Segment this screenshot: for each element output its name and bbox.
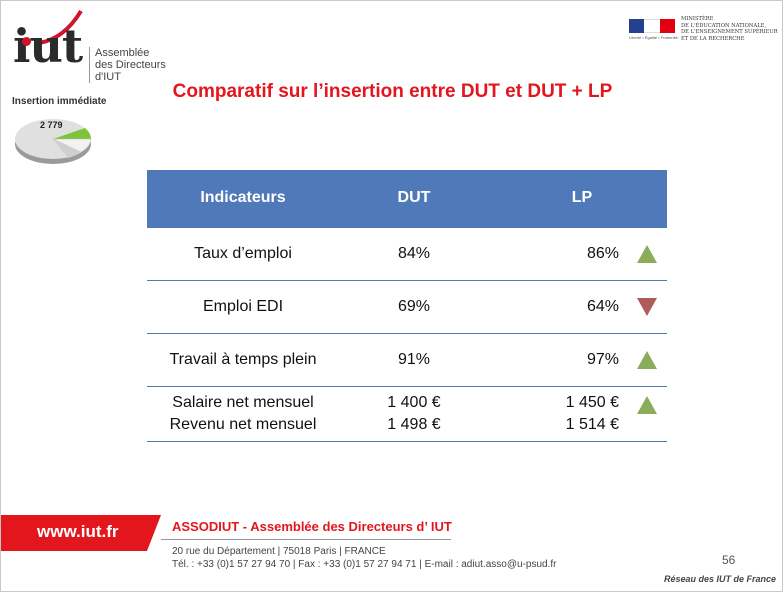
contact-line: Tél. : +33 (0)1 57 27 94 70 | Fax : +33 … [172, 559, 557, 570]
network-tagline: Réseau des IUT de France [664, 574, 777, 584]
iut-logo: iut Assemblée des Directeurs d'IUT [9, 9, 179, 89]
logo-name-line: d'IUT [95, 71, 121, 83]
url-band-shape [1, 515, 161, 551]
table-header: Indicateurs DUT LP [147, 170, 667, 225]
lp-salaire: 1 450 € [565, 394, 619, 411]
logo-swoosh-icon [38, 9, 83, 45]
insertion-label: Insertion immédiate [12, 96, 107, 107]
cell-lp: 97% [586, 351, 619, 368]
footer-divider [161, 539, 451, 540]
ministry-logo: Liberté • Égalité • Fraternité MINISTÈRE… [629, 16, 779, 49]
cell-indicator: Salaire net mensuel Revenu net mensuel [147, 392, 339, 436]
cell-lp: 86% [586, 245, 619, 262]
address-line: 20 rue du Département | 75018 Paris | FR… [172, 546, 386, 557]
down-arrow-icon [637, 298, 657, 316]
insertion-value: 2 779 [40, 120, 63, 130]
website-link[interactable]: www.iut.fr [37, 522, 119, 541]
french-flag-icon: Liberté • Égalité • Fraternité [629, 19, 678, 41]
indicator-revenu: Revenu net mensuel [169, 416, 317, 433]
ministry-text: MINISTÈRE DE L'ÉDUCATION NATIONALE, DE L… [681, 16, 778, 42]
comparison-table: Indicateurs DUT LP Taux d’emploi 84% 86%… [147, 170, 667, 442]
cell-dut: 91% [397, 351, 431, 368]
header-lp: LP [571, 188, 593, 206]
url-band: www.iut.fr [1, 513, 161, 553]
table-row: Salaire net mensuel Revenu net mensuel 1… [147, 387, 667, 442]
dut-revenu: 1 498 € [387, 416, 441, 433]
header-indicateurs: Indicateurs [200, 188, 286, 206]
logo-name: Assemblée des Directeurs d'IUT [89, 47, 166, 83]
ministry-motto: Liberté • Égalité • Fraternité [629, 35, 678, 40]
footer-address: 20 rue du Département | 75018 Paris | FR… [172, 545, 556, 571]
cell-lp: 64% [586, 298, 619, 315]
cell-dut: 1 400 € 1 498 € [339, 392, 489, 436]
up-arrow-icon [637, 396, 657, 414]
cell-indicator: Taux d’emploi [194, 245, 292, 262]
table-row: Emploi EDI 69% 64% [147, 281, 667, 334]
logo-mark: iut [13, 19, 83, 73]
slide-title: Comparatif sur l’insertion entre DUT et … [172, 81, 613, 102]
logo-name-line: Assemblée [95, 47, 150, 59]
pie-chart-icon [15, 119, 92, 164]
lp-revenu: 1 514 € [565, 416, 619, 433]
table-row: Taux d’emploi 84% 86% [147, 225, 667, 281]
header-dut: DUT [397, 188, 431, 206]
table-row: Travail à temps plein 91% 97% [147, 334, 667, 387]
page-number: 56 [722, 553, 736, 567]
indicator-salaire: Salaire net mensuel [172, 394, 314, 411]
cell-indicator: Travail à temps plein [169, 351, 317, 368]
cell-indicator: Emploi EDI [202, 298, 284, 315]
dut-salaire: 1 400 € [387, 394, 441, 411]
logo-dot [22, 37, 31, 46]
insertion-pie: 2 779 [13, 108, 93, 168]
up-arrow-icon [637, 351, 657, 369]
association-name: ASSODIUT - Assemblée des Directeurs d’ I… [172, 519, 452, 534]
cell-dut: 84% [397, 245, 431, 262]
logo-name-line: des Directeurs [95, 59, 166, 71]
cell-lp: 1 450 € 1 514 € [489, 392, 619, 436]
cell-dut: 69% [397, 298, 431, 315]
up-arrow-icon [637, 245, 657, 263]
